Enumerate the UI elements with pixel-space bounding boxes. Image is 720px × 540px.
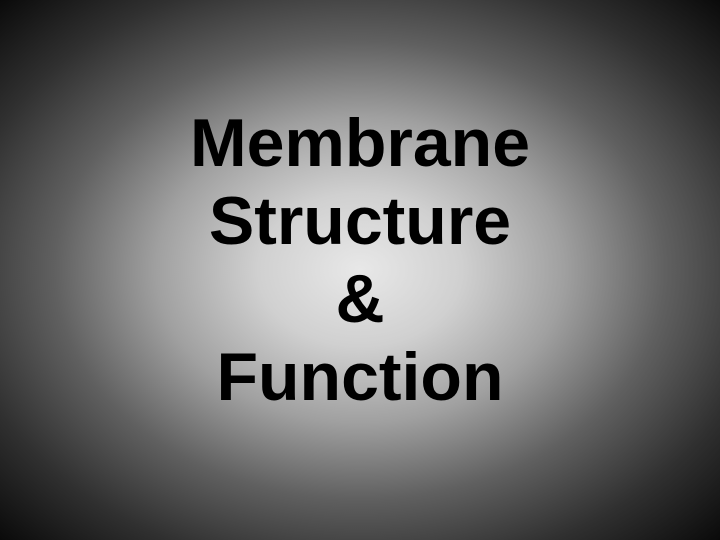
title-line-1: Membrane: [190, 104, 530, 182]
title-line-2: Structure: [190, 182, 530, 260]
title-line-4: Function: [190, 338, 530, 416]
slide-title: Membrane Structure & Function: [190, 104, 530, 417]
title-line-3: &: [190, 260, 530, 338]
